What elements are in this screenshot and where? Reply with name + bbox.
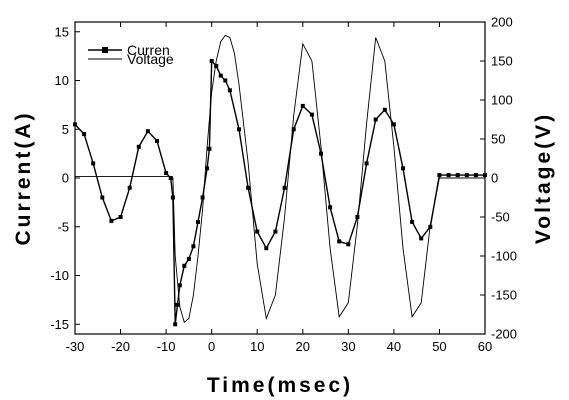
data-point bbox=[164, 171, 169, 176]
data-point bbox=[173, 322, 178, 327]
data-point bbox=[410, 219, 415, 224]
x-tick-label: 60 bbox=[478, 339, 492, 354]
data-point bbox=[196, 219, 200, 224]
data-point bbox=[319, 151, 323, 156]
data-point bbox=[207, 146, 212, 151]
y-right-tick-label: 50 bbox=[491, 132, 505, 147]
data-point bbox=[218, 73, 223, 78]
y-left-tick-label: 5 bbox=[62, 122, 69, 137]
series-layer bbox=[73, 34, 487, 327]
y-right-tick-label: 150 bbox=[491, 54, 513, 69]
data-point bbox=[337, 239, 342, 244]
data-point bbox=[237, 127, 241, 132]
legend-marker-current bbox=[102, 47, 108, 53]
plot-frame bbox=[74, 21, 486, 335]
x-tick-label: -10 bbox=[157, 339, 176, 354]
data-point bbox=[282, 185, 287, 190]
y-right-tick-label: 200 bbox=[491, 15, 513, 30]
data-point bbox=[182, 263, 187, 268]
data-point bbox=[328, 205, 333, 210]
data-point bbox=[473, 173, 478, 178]
data-point bbox=[91, 161, 96, 166]
data-point bbox=[82, 132, 87, 137]
data-point bbox=[175, 302, 180, 307]
data-point bbox=[300, 103, 305, 108]
data-point bbox=[205, 166, 210, 171]
data-point bbox=[373, 117, 378, 122]
data-point bbox=[246, 185, 251, 190]
y-left-tick-label: 15 bbox=[55, 24, 69, 39]
y-left-tick-label: 10 bbox=[55, 73, 69, 88]
series-line-curren bbox=[74, 59, 485, 325]
y-right-tick-label: 0 bbox=[491, 171, 498, 186]
data-point bbox=[355, 215, 360, 219]
x-tick-label: 0 bbox=[208, 339, 215, 354]
data-point bbox=[419, 236, 424, 241]
y-left-tick-label: -15 bbox=[50, 317, 69, 332]
data-point bbox=[464, 173, 469, 178]
data-point bbox=[255, 229, 260, 234]
data-point bbox=[214, 63, 219, 68]
x-tick-label: 10 bbox=[250, 339, 264, 354]
x-tick-label: 50 bbox=[432, 339, 446, 354]
legend: Curren Voltage bbox=[88, 42, 174, 67]
y-right-tick-label: 100 bbox=[491, 93, 513, 108]
x-tick-label: 20 bbox=[296, 339, 310, 354]
data-point bbox=[446, 173, 451, 178]
data-point bbox=[100, 195, 105, 200]
data-point bbox=[309, 112, 314, 117]
data-point bbox=[391, 122, 396, 127]
x-axis-title: Time(msec) bbox=[207, 374, 353, 397]
y-left-tick-label: 0 bbox=[62, 171, 69, 186]
y-right-tick-label: -150 bbox=[491, 288, 517, 303]
data-point bbox=[273, 229, 278, 234]
data-point bbox=[401, 166, 405, 171]
data-point bbox=[364, 161, 369, 166]
x-tick-label: 30 bbox=[341, 339, 355, 354]
y-axis-left-title: Current(A) bbox=[12, 111, 35, 246]
y-axis-right-title: Voltage(V) bbox=[532, 112, 555, 244]
legend-label-current: Curren bbox=[127, 42, 170, 58]
series-line-voltage bbox=[75, 34, 485, 324]
data-point bbox=[382, 107, 387, 112]
data-point bbox=[109, 218, 114, 223]
x-tick-label: -20 bbox=[111, 339, 130, 354]
data-point bbox=[168, 176, 173, 180]
data-point bbox=[191, 244, 196, 249]
data-point bbox=[209, 59, 214, 63]
data-point bbox=[291, 127, 296, 132]
data-point bbox=[346, 242, 351, 247]
data-point bbox=[170, 195, 175, 200]
x-tick-label: -30 bbox=[66, 339, 85, 354]
y-left-tick-label: -5 bbox=[57, 219, 69, 234]
tick-labels: -30 -20 -10 0 10 20 30 40 50 60-15-10-5051015-200… bbox=[50, 15, 517, 355]
x-tick-label: 40 bbox=[387, 339, 401, 354]
data-point bbox=[223, 78, 228, 83]
data-point bbox=[186, 256, 191, 261]
data-point bbox=[136, 144, 141, 149]
data-point bbox=[118, 215, 123, 219]
data-point bbox=[127, 185, 132, 190]
legend-label-voltage: Voltage bbox=[127, 51, 174, 67]
y-right-tick-label: -50 bbox=[491, 210, 510, 225]
data-point bbox=[455, 173, 460, 178]
data-point bbox=[145, 129, 150, 134]
y-right-tick-label: -100 bbox=[491, 249, 517, 264]
data-point bbox=[437, 173, 442, 178]
data-point bbox=[227, 88, 232, 93]
data-point bbox=[155, 138, 159, 143]
data-point bbox=[177, 283, 182, 288]
data-point bbox=[264, 246, 269, 251]
y-right-tick-label: -200 bbox=[491, 327, 517, 342]
tick-marks bbox=[74, 21, 486, 335]
data-point bbox=[200, 195, 205, 200]
y-left-tick-label: -10 bbox=[50, 268, 69, 283]
